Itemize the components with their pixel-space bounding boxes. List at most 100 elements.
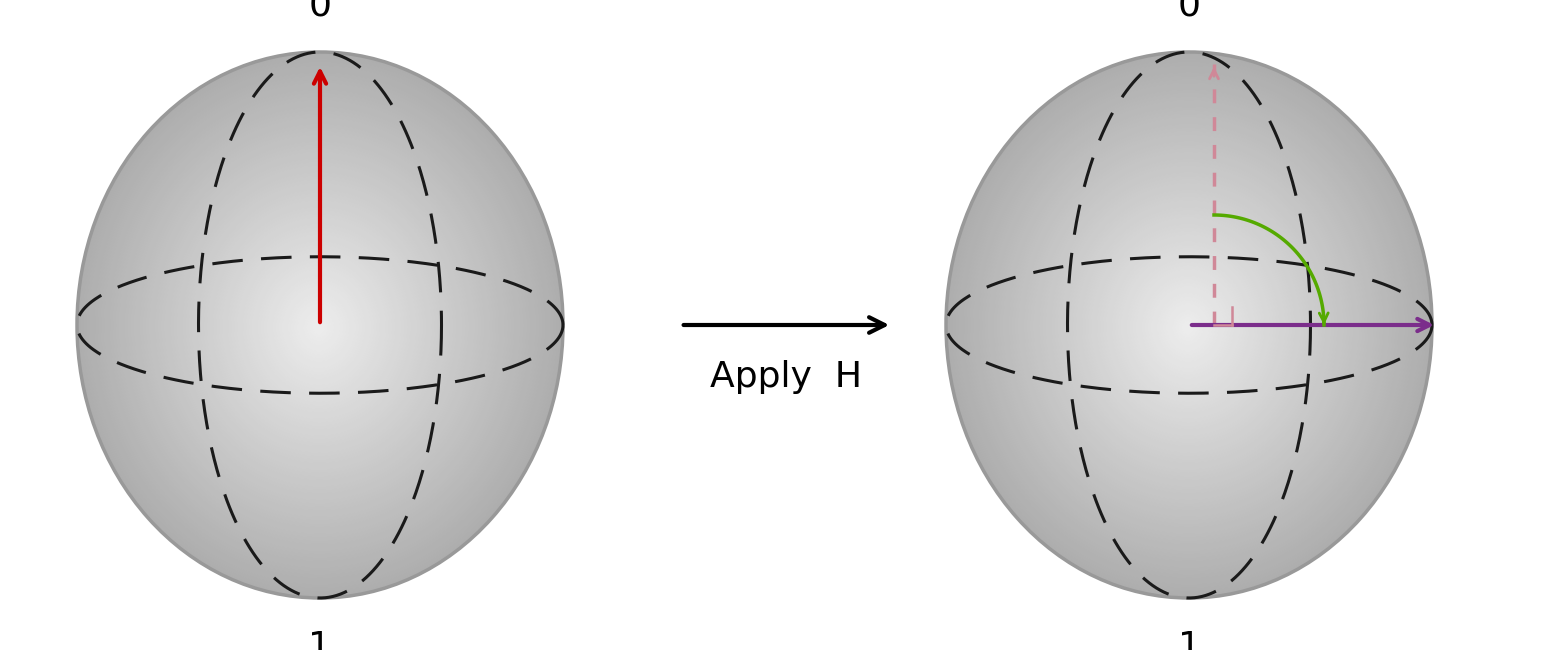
Ellipse shape <box>83 59 557 592</box>
Ellipse shape <box>225 221 413 432</box>
Ellipse shape <box>243 242 394 412</box>
Text: 0: 0 <box>308 0 332 22</box>
Ellipse shape <box>1106 235 1271 419</box>
Ellipse shape <box>239 238 398 415</box>
Ellipse shape <box>1045 166 1332 486</box>
Ellipse shape <box>128 111 512 541</box>
Ellipse shape <box>1064 187 1313 466</box>
Ellipse shape <box>1016 131 1362 520</box>
Ellipse shape <box>313 321 326 335</box>
Ellipse shape <box>238 235 401 419</box>
Ellipse shape <box>77 52 563 598</box>
Ellipse shape <box>86 62 554 588</box>
Ellipse shape <box>171 159 468 493</box>
Ellipse shape <box>1078 203 1297 449</box>
Ellipse shape <box>249 248 390 406</box>
Ellipse shape <box>200 193 438 460</box>
Ellipse shape <box>994 107 1383 544</box>
Ellipse shape <box>138 121 502 530</box>
Ellipse shape <box>228 224 410 429</box>
Text: 1: 1 <box>1177 630 1200 650</box>
Ellipse shape <box>1119 248 1258 406</box>
Ellipse shape <box>986 97 1393 554</box>
Ellipse shape <box>222 218 416 436</box>
Ellipse shape <box>1033 152 1343 500</box>
Ellipse shape <box>119 100 520 551</box>
Ellipse shape <box>113 94 526 558</box>
Ellipse shape <box>1169 307 1207 348</box>
Ellipse shape <box>1103 231 1274 422</box>
Ellipse shape <box>1070 193 1307 460</box>
Ellipse shape <box>92 70 548 581</box>
Ellipse shape <box>288 293 349 361</box>
Ellipse shape <box>135 118 505 534</box>
Ellipse shape <box>216 211 423 443</box>
Ellipse shape <box>1185 324 1191 331</box>
Ellipse shape <box>973 83 1404 567</box>
Text: Apply  H: Apply H <box>711 360 862 394</box>
Ellipse shape <box>1121 252 1255 402</box>
Ellipse shape <box>235 231 404 422</box>
Ellipse shape <box>232 227 407 426</box>
Ellipse shape <box>1049 169 1329 483</box>
Ellipse shape <box>310 317 329 338</box>
Ellipse shape <box>1077 200 1301 453</box>
Ellipse shape <box>1074 197 1304 456</box>
Ellipse shape <box>1139 272 1236 382</box>
Ellipse shape <box>1055 176 1322 476</box>
Ellipse shape <box>1088 214 1288 439</box>
Ellipse shape <box>122 104 516 547</box>
Ellipse shape <box>155 142 484 510</box>
Ellipse shape <box>110 90 529 561</box>
Ellipse shape <box>991 104 1387 547</box>
Ellipse shape <box>1182 321 1194 335</box>
Ellipse shape <box>1152 287 1224 369</box>
Ellipse shape <box>80 55 560 595</box>
Ellipse shape <box>152 138 487 514</box>
Ellipse shape <box>977 86 1402 564</box>
Ellipse shape <box>189 179 451 473</box>
Ellipse shape <box>108 86 532 564</box>
Ellipse shape <box>989 100 1390 551</box>
Ellipse shape <box>252 252 387 402</box>
Ellipse shape <box>1164 300 1213 355</box>
Ellipse shape <box>955 62 1423 588</box>
Ellipse shape <box>1058 179 1319 473</box>
Ellipse shape <box>1042 162 1335 490</box>
Ellipse shape <box>102 79 538 571</box>
Ellipse shape <box>1149 283 1227 372</box>
Ellipse shape <box>1166 304 1210 352</box>
Ellipse shape <box>997 111 1380 541</box>
Ellipse shape <box>1028 145 1349 507</box>
Ellipse shape <box>948 55 1429 595</box>
Ellipse shape <box>283 287 355 369</box>
Ellipse shape <box>1097 224 1279 429</box>
Ellipse shape <box>197 190 441 463</box>
Ellipse shape <box>285 290 352 365</box>
Ellipse shape <box>1124 255 1252 398</box>
Ellipse shape <box>174 162 465 490</box>
Ellipse shape <box>116 97 523 554</box>
Ellipse shape <box>964 73 1413 578</box>
Ellipse shape <box>177 166 462 486</box>
Ellipse shape <box>186 176 454 476</box>
Ellipse shape <box>983 94 1396 558</box>
Ellipse shape <box>105 83 535 567</box>
Ellipse shape <box>291 296 346 358</box>
Ellipse shape <box>1155 290 1221 365</box>
Ellipse shape <box>1175 314 1200 341</box>
Ellipse shape <box>952 59 1426 592</box>
Ellipse shape <box>316 324 322 331</box>
Ellipse shape <box>1146 280 1230 375</box>
Ellipse shape <box>1039 159 1338 493</box>
Ellipse shape <box>264 266 374 389</box>
Ellipse shape <box>203 197 435 456</box>
Ellipse shape <box>210 203 429 449</box>
Ellipse shape <box>1036 155 1340 497</box>
Ellipse shape <box>141 124 499 527</box>
Ellipse shape <box>213 207 426 446</box>
Ellipse shape <box>161 148 477 503</box>
Ellipse shape <box>294 300 343 355</box>
Ellipse shape <box>274 276 365 378</box>
Ellipse shape <box>1094 221 1282 432</box>
